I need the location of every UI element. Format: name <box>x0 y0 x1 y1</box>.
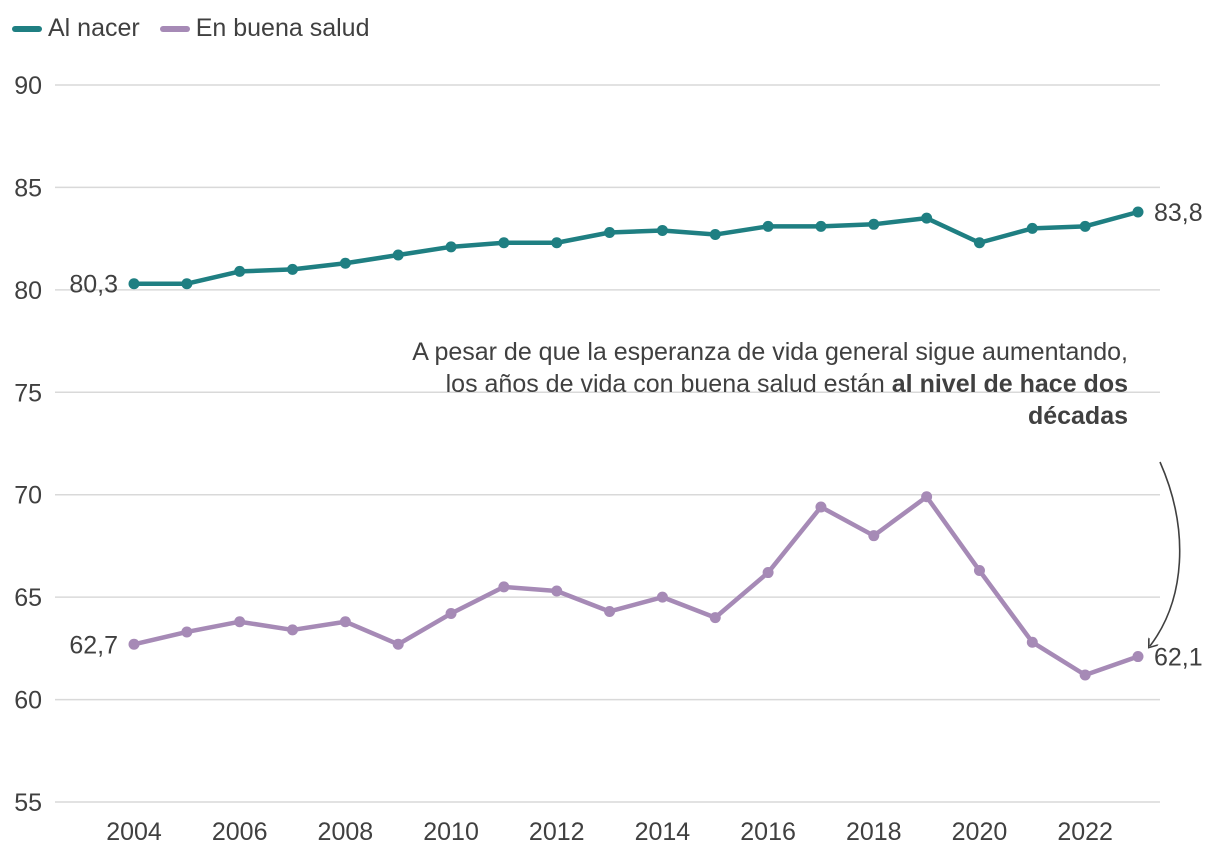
x-tick-label-2022: 2022 <box>1057 818 1113 846</box>
data-point-al-nacer-2017 <box>815 220 827 232</box>
legend-label-al-nacer: Al nacer <box>48 14 140 42</box>
data-point-en-buena-salud-2004 <box>128 638 140 650</box>
series-line-en-buena-salud <box>131 494 1141 678</box>
data-point-al-nacer-2010 <box>445 241 457 253</box>
data-point-en-buena-salud-2019 <box>921 491 933 503</box>
x-tick-label-2018: 2018 <box>846 818 902 846</box>
data-point-al-nacer-2005 <box>181 278 193 290</box>
legend-item-en-buena-salud: En buena salud <box>159 14 370 43</box>
legend-swatch-al-nacer <box>12 25 42 32</box>
data-point-en-buena-salud-2018 <box>868 530 880 542</box>
annotation-text-normal: A pesar de que la esperanza de vida gene… <box>412 338 1128 398</box>
data-label-end-al-nacer: 83,8 <box>1154 199 1203 227</box>
data-point-al-nacer-2009 <box>392 249 404 261</box>
data-point-al-nacer-2016 <box>762 220 774 232</box>
data-point-al-nacer-2018 <box>868 218 880 230</box>
data-point-en-buena-salud-2015 <box>709 612 721 624</box>
y-tick-label-55: 55 <box>14 789 42 817</box>
data-point-al-nacer-2015 <box>709 229 721 241</box>
data-point-al-nacer-2006 <box>234 265 246 277</box>
y-tick-label-60: 60 <box>14 687 42 715</box>
x-tick-label-2004: 2004 <box>106 818 162 846</box>
annotation-arrow <box>1150 461 1181 646</box>
data-point-al-nacer-2011 <box>498 237 510 249</box>
x-tick-label-2008: 2008 <box>318 818 374 846</box>
y-tick-label-80: 80 <box>14 277 42 305</box>
y-tick-label-75: 75 <box>14 379 42 407</box>
annotation-text: A pesar de que la esperanza de vida gene… <box>408 336 1128 432</box>
data-point-en-buena-salud-2022 <box>1079 669 1091 681</box>
x-tick-label-2006: 2006 <box>212 818 268 846</box>
data-point-en-buena-salud-2014 <box>656 591 668 603</box>
x-tick-label-2012: 2012 <box>529 818 585 846</box>
x-tick-label-2010: 2010 <box>423 818 479 846</box>
x-tick-label-2016: 2016 <box>740 818 796 846</box>
data-point-en-buena-salud-2006 <box>234 616 246 628</box>
series-line-al-nacer <box>131 209 1141 286</box>
data-point-en-buena-salud-2009 <box>392 638 404 650</box>
data-point-en-buena-salud-2017 <box>815 501 827 513</box>
y-tick-label-70: 70 <box>14 482 42 510</box>
data-point-al-nacer-2019 <box>921 212 933 224</box>
data-point-al-nacer-2022 <box>1079 220 1091 232</box>
data-point-al-nacer-2014 <box>656 224 668 236</box>
data-point-en-buena-salud-2005 <box>181 626 193 638</box>
data-point-en-buena-salud-2007 <box>287 624 299 636</box>
legend-swatch-en-buena-salud <box>159 25 190 32</box>
data-point-al-nacer-2013 <box>604 226 616 238</box>
x-tick-label-2014: 2014 <box>635 818 691 846</box>
data-point-en-buena-salud-2012 <box>551 585 563 597</box>
data-point-en-buena-salud-2016 <box>762 567 774 579</box>
data-point-al-nacer-2012 <box>551 237 563 249</box>
x-tick-label-2020: 2020 <box>952 818 1008 846</box>
data-point-al-nacer-2021 <box>1026 222 1038 234</box>
legend: Al nacer En buena salud <box>12 14 369 43</box>
data-label-end-en-buena-salud: 62,1 <box>1154 644 1203 672</box>
data-point-al-nacer-2004 <box>128 278 140 290</box>
y-tick-label-85: 85 <box>14 174 42 202</box>
data-point-en-buena-salud-2011 <box>498 581 510 593</box>
data-point-al-nacer-2023 <box>1132 206 1144 218</box>
data-point-en-buena-salud-2020 <box>973 565 985 577</box>
data-label-start-en-buena-salud: 62,7 <box>69 631 118 659</box>
legend-item-al-nacer: Al nacer <box>12 14 140 43</box>
data-point-en-buena-salud-2023 <box>1132 651 1144 663</box>
data-point-en-buena-salud-2021 <box>1026 636 1038 648</box>
data-label-start-al-nacer: 80,3 <box>69 271 118 299</box>
data-point-al-nacer-2007 <box>287 263 299 275</box>
annotation-text-bold: al nivel de hace dos décadas <box>891 370 1128 430</box>
y-tick-label-65: 65 <box>14 584 42 612</box>
legend-label-en-buena-salud: En buena salud <box>195 14 370 42</box>
data-point-en-buena-salud-2013 <box>604 605 616 617</box>
data-point-al-nacer-2020 <box>973 237 985 249</box>
data-point-en-buena-salud-2010 <box>445 608 457 620</box>
data-point-en-buena-salud-2008 <box>339 616 351 628</box>
y-tick-label-90: 90 <box>14 72 42 100</box>
data-point-al-nacer-2008 <box>339 257 351 269</box>
